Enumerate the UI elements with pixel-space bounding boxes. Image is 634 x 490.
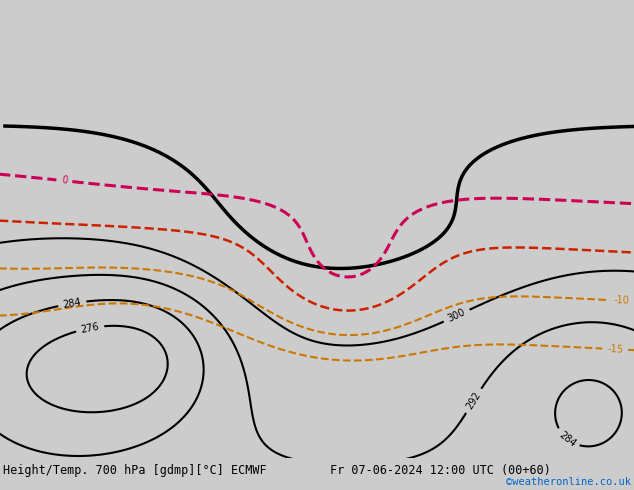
Text: Height/Temp. 700 hPa [gdmp][°C] ECMWF: Height/Temp. 700 hPa [gdmp][°C] ECMWF	[3, 465, 267, 477]
Text: 276: 276	[80, 321, 100, 335]
Text: 292: 292	[465, 390, 482, 411]
Text: ©weatheronline.co.uk: ©weatheronline.co.uk	[506, 477, 631, 488]
Text: Fr 07-06-2024 12:00 UTC (00+60): Fr 07-06-2024 12:00 UTC (00+60)	[330, 465, 550, 477]
Text: -15: -15	[607, 344, 623, 355]
Text: 284: 284	[557, 430, 578, 449]
Text: 0: 0	[61, 175, 68, 186]
Text: -10: -10	[613, 295, 630, 306]
Text: 300: 300	[446, 307, 467, 324]
Text: 284: 284	[62, 297, 82, 310]
